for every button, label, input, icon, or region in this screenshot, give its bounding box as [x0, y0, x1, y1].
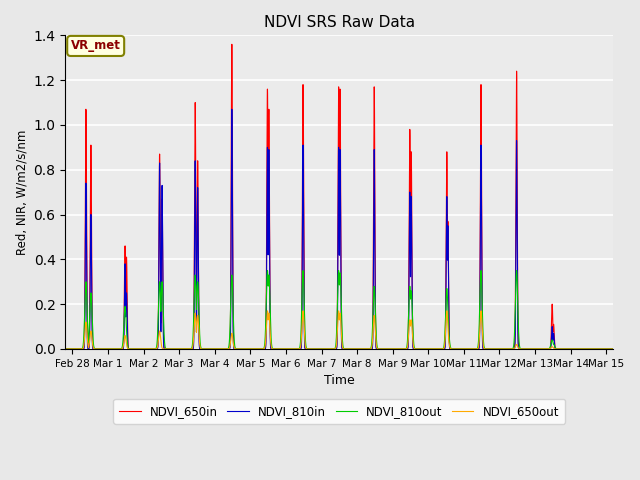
- NDVI_810in: [609, 346, 617, 352]
- Title: NDVI SRS Raw Data: NDVI SRS Raw Data: [264, 15, 415, 30]
- NDVI_650out: [609, 346, 617, 352]
- NDVI_650in: [575, 346, 582, 352]
- NDVI_810out: [472, 346, 480, 352]
- Line: NDVI_650out: NDVI_650out: [65, 311, 613, 349]
- NDVI_810in: [547, 346, 554, 352]
- NDVI_650out: [547, 346, 554, 351]
- Line: NDVI_650in: NDVI_650in: [65, 44, 613, 349]
- NDVI_810in: [228, 107, 236, 112]
- NDVI_810out: [527, 346, 535, 352]
- Y-axis label: Red, NIR, W/m2/s/nm: Red, NIR, W/m2/s/nm: [15, 130, 28, 255]
- NDVI_810out: [237, 346, 244, 352]
- NDVI_650out: [472, 346, 480, 352]
- NDVI_650in: [237, 346, 244, 352]
- NDVI_650out: [122, 338, 130, 344]
- Legend: NDVI_650in, NDVI_810in, NDVI_810out, NDVI_650out: NDVI_650in, NDVI_810in, NDVI_810out, NDV…: [113, 399, 565, 423]
- Line: NDVI_810out: NDVI_810out: [65, 271, 613, 349]
- NDVI_810out: [506, 346, 514, 352]
- NDVI_650in: [228, 41, 236, 47]
- NDVI_810out: [61, 346, 69, 352]
- NDVI_650out: [527, 346, 535, 352]
- Line: NDVI_810in: NDVI_810in: [65, 109, 613, 349]
- NDVI_650in: [472, 346, 480, 352]
- NDVI_650out: [264, 308, 271, 314]
- NDVI_650out: [588, 346, 595, 352]
- NDVI_650out: [61, 346, 69, 352]
- NDVI_810out: [594, 346, 602, 352]
- NDVI_810in: [61, 346, 69, 352]
- X-axis label: Time: Time: [324, 374, 355, 387]
- NDVI_650out: [237, 346, 244, 352]
- NDVI_650in: [609, 346, 617, 352]
- NDVI_810in: [472, 346, 480, 352]
- NDVI_810out: [122, 319, 130, 325]
- NDVI_810out: [609, 346, 617, 352]
- NDVI_650in: [506, 346, 514, 352]
- NDVI_810in: [506, 346, 514, 352]
- NDVI_810out: [264, 268, 271, 274]
- NDVI_650in: [527, 346, 535, 352]
- Text: VR_met: VR_met: [71, 39, 120, 52]
- NDVI_810in: [527, 346, 535, 352]
- NDVI_810in: [572, 346, 580, 352]
- NDVI_810in: [237, 346, 244, 352]
- NDVI_650in: [122, 264, 130, 270]
- NDVI_810in: [122, 298, 130, 303]
- NDVI_650out: [506, 346, 514, 352]
- NDVI_650in: [61, 346, 69, 352]
- NDVI_810out: [547, 344, 554, 350]
- NDVI_650in: [547, 346, 554, 351]
